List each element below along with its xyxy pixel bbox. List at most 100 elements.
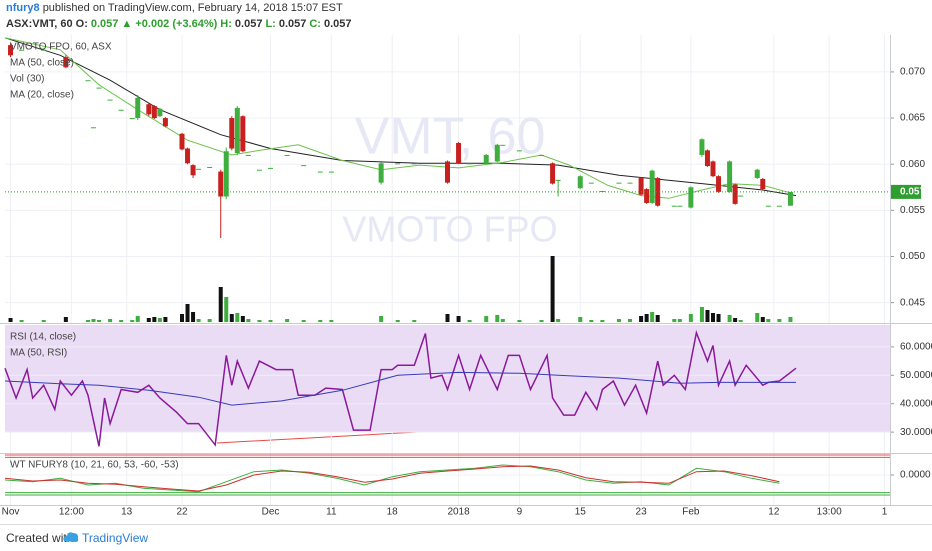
y-tick-label: 0.065 [900, 113, 925, 124]
quote-line: ASX:VMT, 60 O: 0.057 ▲ +0.002 (+3.64%) H: 0.0… [6, 18, 355, 30]
x-tick-label: 18 [387, 507, 399, 518]
quote-item: L: [265, 18, 276, 30]
volume-bar [152, 317, 157, 322]
candle-body [240, 116, 246, 152]
candle-body [196, 168, 202, 170]
volume-bar [456, 316, 461, 322]
y-tick-label: 50.0000 [900, 370, 932, 381]
y-tick-label: 0.045 [900, 297, 925, 308]
candle-body [588, 182, 594, 184]
volume-bar [500, 319, 505, 322]
volume-bar [672, 319, 677, 322]
pane-title: WT NFURY8 (10, 21, 60, 53, -60, -53) [10, 460, 179, 471]
candle-body [555, 179, 561, 181]
x-tick-label: 15 [575, 507, 587, 518]
volume-bar [185, 304, 190, 322]
quote-item: 0.057 [234, 18, 263, 30]
candle-body [738, 195, 744, 197]
candle-body [483, 154, 489, 164]
candle-body [8, 45, 14, 56]
candle-body [655, 178, 661, 206]
volume-bar [19, 320, 24, 322]
volume-bar [191, 312, 196, 322]
candle-body [577, 176, 583, 189]
volume-bar [711, 313, 715, 322]
candle-body [129, 118, 135, 120]
legend-entry: Vol (30) [10, 74, 44, 85]
volume-bar [644, 314, 649, 322]
quote-item: O: [75, 18, 88, 30]
volume-bar [495, 315, 500, 322]
x-tick-label: 9 [517, 507, 523, 518]
candle-body [500, 144, 506, 146]
watermark: VMOTO FPO [342, 209, 557, 250]
volume-bar [41, 320, 46, 322]
quote-item: 0.057 [323, 18, 352, 30]
candle-body [162, 118, 168, 127]
x-tick-label: 12:00 [59, 507, 84, 518]
volume-bar [91, 319, 96, 322]
created-with: Created with [6, 531, 74, 545]
candle-body [328, 171, 334, 173]
candle-body [776, 205, 782, 207]
brand: TradingView [82, 531, 149, 545]
candle-body [146, 104, 152, 115]
volume-bar [240, 316, 245, 322]
x-tick-label: 13:00 [817, 507, 842, 518]
volume-bar [616, 319, 621, 322]
chart: Nov 12:00 13 22 Dec 11 18 2018 9 15 23 Feb 12 13:00 1 0… [0, 35, 932, 518]
candle-body [445, 161, 450, 183]
volume-bar [539, 320, 544, 322]
y-tick-label: 0.070 [900, 67, 925, 78]
quote-item: ▲ +0.002 (+3.64%) [121, 18, 218, 30]
volume-bar [655, 315, 660, 322]
x-tick-label: 2018 [447, 507, 470, 518]
volume-bar [246, 319, 251, 322]
ma-line [4, 37, 791, 199]
x-tick-label: 1 [882, 507, 888, 518]
legend-entry: MA (20, close) [10, 90, 74, 101]
volume-bar [738, 320, 743, 322]
candle-body [218, 171, 224, 197]
quote-item: 0.057 [90, 18, 119, 30]
candle-body [190, 165, 196, 176]
candle-body [234, 107, 240, 154]
candle-body [704, 150, 710, 167]
candle-body [301, 165, 307, 167]
quote-item: C: [309, 18, 321, 30]
legend-entry: MA (50, close) [10, 58, 74, 69]
candle-body [135, 97, 141, 119]
volume-bar [130, 320, 135, 322]
header: nfury8 published on TradingView.com, Feb… [0, 0, 932, 34]
candle-body [754, 169, 760, 179]
volume-bar [85, 320, 90, 322]
volume-bar [379, 316, 384, 322]
volume-bar [716, 314, 721, 322]
volume-bar [229, 314, 234, 322]
volume-bar [146, 318, 151, 322]
series-line [4, 330, 797, 447]
volume-bar [788, 317, 793, 322]
volume-bar [301, 320, 306, 322]
volume-bar [600, 320, 605, 322]
candle-body [467, 163, 473, 165]
volume-bar [108, 319, 113, 322]
candle-body [229, 118, 235, 149]
candle-body [107, 99, 113, 101]
x-tick-label: 12 [768, 507, 780, 518]
y-tick-label: 0.050 [900, 251, 925, 262]
candle-body [456, 142, 462, 164]
candle-body [395, 163, 401, 165]
candle-body [671, 205, 677, 207]
candle-body [151, 106, 157, 119]
y-tick-label: 40.0000 [900, 398, 932, 409]
candle-body [41, 49, 47, 51]
y-tick-label: 60.0000 [900, 342, 932, 353]
last-price-box [891, 184, 921, 199]
volume-bar [699, 307, 704, 322]
candle-body [245, 154, 251, 156]
volume-bar [727, 315, 732, 322]
volume-bar [8, 318, 13, 322]
volume-bar [218, 287, 223, 322]
footer: Created with TradingView [0, 524, 932, 551]
